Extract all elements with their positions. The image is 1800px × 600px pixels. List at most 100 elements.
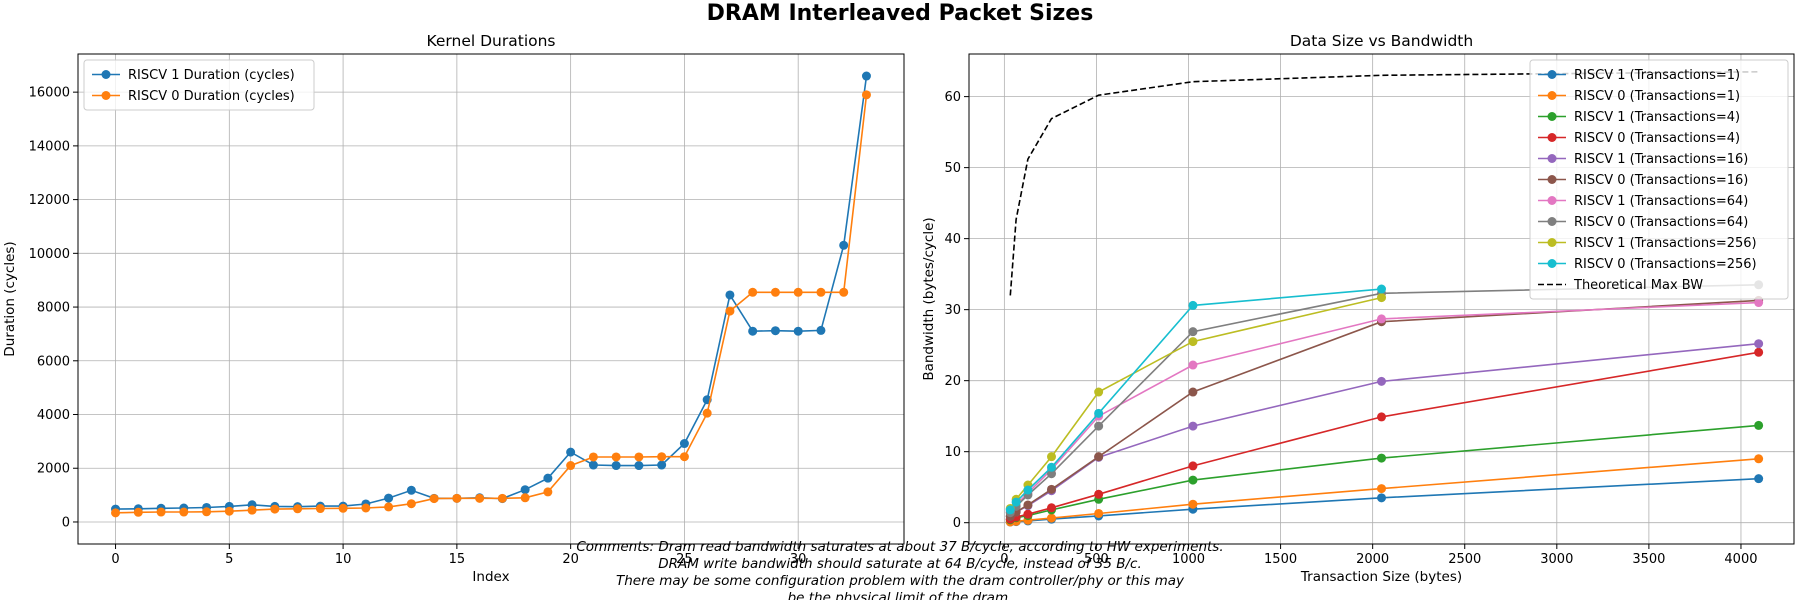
data-point <box>1188 421 1198 431</box>
data-point <box>1754 420 1764 430</box>
data-point <box>406 499 416 509</box>
comments-block: Comments: Dram read bandwidth saturates … <box>576 539 1223 600</box>
data-point <box>1188 327 1198 337</box>
data-point <box>1754 347 1764 357</box>
legend-marker <box>1547 70 1557 79</box>
data-point <box>566 447 576 457</box>
x-tick-label: 500 <box>1084 552 1109 567</box>
data-point <box>202 507 212 517</box>
data-point <box>247 505 257 515</box>
data-point <box>1023 509 1033 519</box>
legend-marker <box>1547 112 1557 121</box>
legend-marker <box>1547 154 1557 163</box>
data-point <box>1023 485 1033 495</box>
legend-label: RISCV 1 Duration (cycles) <box>128 68 295 83</box>
y-tick-label: 14000 <box>29 139 70 154</box>
data-point <box>520 493 530 503</box>
y-tick-label: 0 <box>62 515 70 530</box>
comment-line: be the physical limit of the dram. <box>788 590 1013 600</box>
legend-label: RISCV 1 (Transactions=4) <box>1574 110 1740 125</box>
data-point <box>1377 453 1386 463</box>
legend-label: RISCV 0 (Transactions=16) <box>1574 173 1748 188</box>
x-tick-label: 5 <box>225 552 233 567</box>
data-point <box>748 326 758 336</box>
x-tick-label: 4000 <box>1724 552 1757 567</box>
data-point <box>475 493 485 503</box>
data-point <box>816 287 826 297</box>
data-point <box>1377 376 1386 386</box>
legend: RISCV 1 (Transactions=1) RISCV 0 (Transac… <box>1529 59 1789 300</box>
y-tick-label: 6000 <box>37 354 70 369</box>
y-axis-label: Duration (cycles) <box>2 241 18 356</box>
y-tick-label: 60 <box>944 90 961 105</box>
y-tick-label: 16000 <box>29 86 70 101</box>
data-point <box>270 504 280 514</box>
x-tick-label: 3000 <box>1540 552 1573 567</box>
legend-label: RISCV 0 (Transactions=64) <box>1574 215 1748 230</box>
data-point <box>384 502 394 512</box>
y-axis-label: Bandwidth (bytes/cycle) <box>921 217 937 380</box>
legend-marker <box>101 91 111 100</box>
data-point <box>861 90 871 100</box>
data-point <box>839 240 849 250</box>
data-point <box>1377 314 1386 324</box>
legend-box <box>1529 59 1789 300</box>
data-point <box>816 325 826 335</box>
data-point <box>497 493 507 503</box>
legend-marker <box>1547 91 1557 100</box>
data-point <box>1188 300 1198 310</box>
legend-label: RISCV 1 (Transactions=64) <box>1574 194 1748 209</box>
data-point <box>429 494 439 504</box>
data-point <box>1047 452 1056 462</box>
series-line-10 <box>1009 71 1759 296</box>
data-point <box>839 287 849 297</box>
data-point <box>1188 387 1198 397</box>
data-point <box>702 408 712 418</box>
x-tick-label: 1000 <box>1172 552 1205 567</box>
data-point <box>1377 293 1386 303</box>
data-point <box>1377 484 1386 494</box>
data-point <box>634 452 644 462</box>
legend-marker <box>1547 259 1557 268</box>
data-point <box>1094 452 1104 462</box>
series-line-1 <box>115 94 868 514</box>
data-point <box>770 326 780 336</box>
data-point <box>1023 500 1033 510</box>
data-point <box>793 287 803 297</box>
data-point <box>611 461 621 471</box>
subplot-title: Kernel Durations <box>426 32 555 50</box>
legend-label: Theoretical Max BW <box>1573 278 1703 293</box>
x-tick-label: 15 <box>449 552 466 567</box>
data-point <box>1094 421 1104 431</box>
legend-label: RISCV 0 (Transactions=1) <box>1574 89 1740 104</box>
comment-line: DRAM write bandwidth should saturate at … <box>658 556 1142 572</box>
data-point <box>1754 339 1764 349</box>
data-point <box>1188 475 1198 485</box>
data-point <box>1094 387 1104 397</box>
data-point <box>293 504 303 514</box>
data-point <box>543 473 553 483</box>
data-point <box>133 507 143 517</box>
y-tick-label: 30 <box>944 303 961 318</box>
data-point <box>1094 489 1104 499</box>
data-point <box>588 460 598 470</box>
legend-marker <box>1547 217 1557 226</box>
comment-line: Comments: Dram read bandwidth saturates … <box>576 539 1223 555</box>
data-point <box>1188 461 1198 471</box>
y-tick-label: 20 <box>944 374 961 389</box>
y-tick-label: 0 <box>953 516 961 531</box>
data-point <box>1094 508 1104 518</box>
data-point <box>452 493 462 503</box>
subplot-title: Data Size vs Bandwidth <box>1290 32 1473 50</box>
legend-label: RISCV 1 (Transactions=256) <box>1574 236 1757 251</box>
axes-frame <box>968 53 1795 545</box>
data-point <box>224 506 234 516</box>
y-tick-label: 4000 <box>37 408 70 423</box>
data-point <box>748 287 758 297</box>
x-tick-label: 3500 <box>1632 552 1665 567</box>
legend-marker <box>101 70 111 79</box>
data-point <box>657 452 667 462</box>
data-point <box>861 71 871 81</box>
x-tick-label: 2500 <box>1448 552 1481 567</box>
data-point <box>1011 497 1021 507</box>
